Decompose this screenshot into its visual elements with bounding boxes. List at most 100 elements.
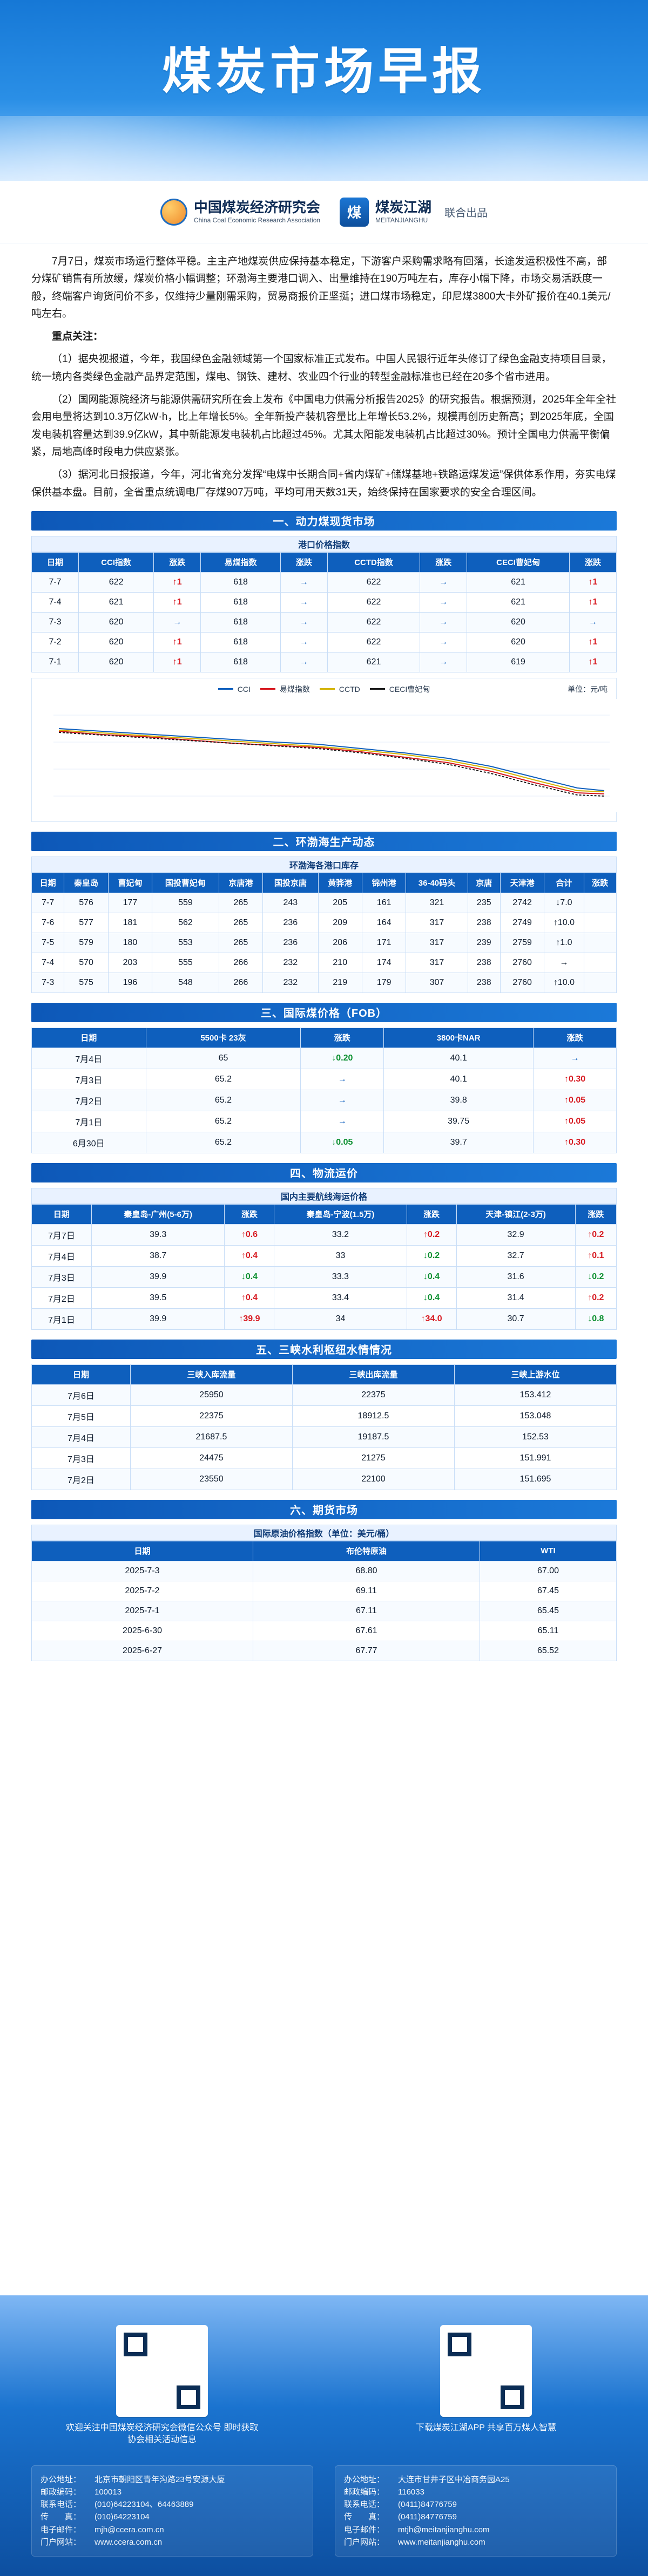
cell: ↑39.9 [224,1308,275,1330]
legend-label-cci: CCI [237,684,251,694]
cell: 65 [145,1047,301,1069]
three-gorges-header-row: 日期 三峡入库流量 三峡出库流量 三峡上游水位 [31,1364,617,1385]
cell: ↓0.20 [300,1047,384,1069]
cell: 7月3日 [31,1266,92,1288]
col-date: 日期 [31,1027,146,1048]
cell: ↑0.2 [575,1224,617,1246]
contact-line: 联系电话： (010)64223104、64463889 [40,2498,304,2511]
cell: 562 [152,912,219,933]
cell: 31.4 [456,1287,576,1309]
col-wti: WTI [479,1540,617,1561]
cell: 65.52 [479,1640,617,1661]
cell: 67.77 [253,1640,480,1661]
col-route-3: 天津-镇江(2-3万) [456,1204,576,1225]
series-line-ceci [58,731,605,797]
cell: 151.695 [454,1468,617,1490]
brand-right-name-cn: 煤炭江湖 [375,199,432,215]
cell: ↓0.2 [406,1245,457,1267]
cell: 621 [327,651,421,672]
table-row: 7月6日 25950 22375 153.412 [31,1384,617,1406]
qr-caption-left: 欢迎关注中国煤炭经济研究会微信公众号 即时获取协会相关活动信息 [65,2423,259,2444]
cell: 7-6 [31,912,65,933]
cell: 238 [467,912,501,933]
cell: 33 [274,1245,407,1267]
cell: 7-7 [31,572,79,593]
cell: 33.2 [274,1224,407,1246]
cell: 181 [107,912,153,933]
cell: 39.9 [91,1266,225,1288]
cell [583,952,617,973]
cell: 7-7 [31,892,65,913]
contact-grid: 办公地址： 北京市朝阳区青年沟路23号安源大厦 邮政编码： 100013 联系电… [31,2465,617,2557]
fob-header-row: 日期 5500卡 23灰 涨跌 3800卡NAR 涨跌 [31,1027,617,1048]
col-yimei-change: 涨跌 [280,552,328,573]
col-cfd: 曹妃甸 [107,872,153,893]
contact-key: 传 真： [344,2512,385,2522]
col-tjg: 天津港 [500,872,545,893]
cell: → [569,611,617,633]
cell: 21275 [292,1447,455,1469]
publisher-label: 联合出品 [444,207,488,219]
cell: ↑1 [153,592,201,613]
cell: 164 [361,912,407,933]
cell: 40.1 [383,1047,534,1069]
cell: ↑34.0 [406,1308,457,1330]
cell: ↑1 [153,651,201,672]
cell: → [420,651,468,672]
cell: 7月1日 [31,1308,92,1330]
contact-key: 门户网站： [344,2537,385,2547]
col-route-1-change: 涨跌 [224,1204,275,1225]
table-row: 7月4日 65 ↓0.20 40.1 → [31,1047,617,1069]
table-row: 7月1日 65.2 → 39.75 ↑0.05 [31,1110,617,1132]
cell: ↑1.0 [544,932,584,953]
cell: 2025-6-27 [31,1640,254,1661]
cell: 266 [218,972,264,993]
port-index-table: 日期 CCI指数 涨跌 易煤指数 涨跌 CCTD指数 涨跌 CECI曹妃甸 涨跌… [31,552,617,672]
brand-left-text: 中国煤炭经济研究会 China Coal Economic Research A… [194,200,320,224]
cell: 21687.5 [130,1426,293,1448]
contact-line: 邮政编码： 100013 [40,2486,304,2498]
brand-left-name-en: China Coal Economic Research Association [193,216,321,224]
table-row: 7-7 622 ↑1 618 → 622 → 621 ↑1 [31,572,617,593]
cell: 236 [262,912,319,933]
col-inflow: 三峡入库流量 [130,1364,293,1385]
cell: ↑0.6 [224,1224,275,1246]
cell: 7-3 [31,972,65,993]
cell: 576 [64,892,109,913]
cell: 2760 [500,952,545,973]
cell: 618 [200,611,281,633]
oil-table: 日期 布伦特原油 WTI 2025-7-3 68.80 67.00 2025-7… [31,1540,617,1661]
cell: → [544,952,584,973]
cell: 209 [318,912,362,933]
cell: 7月3日 [31,1447,131,1469]
cell [583,912,617,933]
cell: 621 [467,572,570,593]
cell: → [420,631,468,653]
cell: 38.7 [91,1245,225,1267]
cell: 618 [200,651,281,672]
legend-item-cctd: CCTD [319,685,360,694]
cell: 570 [64,952,109,973]
legend-label-yimei: 易煤指数 [279,684,310,694]
shipping-table: 日期 秦皇岛-广州(5-6万) 涨跌 秦皇岛-宁波(1.5万) 涨跌 天津-镇江… [31,1204,617,1330]
cell: ↓0.8 [575,1308,617,1330]
contact-line: 传 真： (0411)84776759 [344,2511,608,2523]
table-row: 2025-7-3 68.80 67.00 [31,1560,617,1581]
contact-key: 传 真： [40,2512,82,2522]
section-6-title: 六、期货市场 [31,1499,617,1519]
qr-code-left [116,2325,208,2417]
col-cci: CCI指数 [78,552,154,573]
col-jt: 京唐 [467,872,501,893]
chart-bg [37,698,623,812]
cell: 317 [406,932,468,953]
intro-paragraph-1: 7月7日，煤炭市场运行整体平稳。主主产地煤炭供应保持基本稳定，下游客户采购需求略… [31,256,611,320]
table-row: 7-3 620 → 618 → 622 → 620 → [31,611,617,633]
brand-right-text: 煤炭江湖 MEITANJIANGHU [375,200,431,224]
cell: 65.11 [479,1620,617,1641]
col-gtjt: 国投京唐 [262,872,319,893]
chart-grid [53,715,610,797]
table-row: 2025-7-2 69.11 67.45 [31,1580,617,1601]
cell: 7-4 [31,952,65,973]
cell: 151.991 [454,1447,617,1469]
contact-value: (010)64223104、64463889 [94,2500,194,2509]
